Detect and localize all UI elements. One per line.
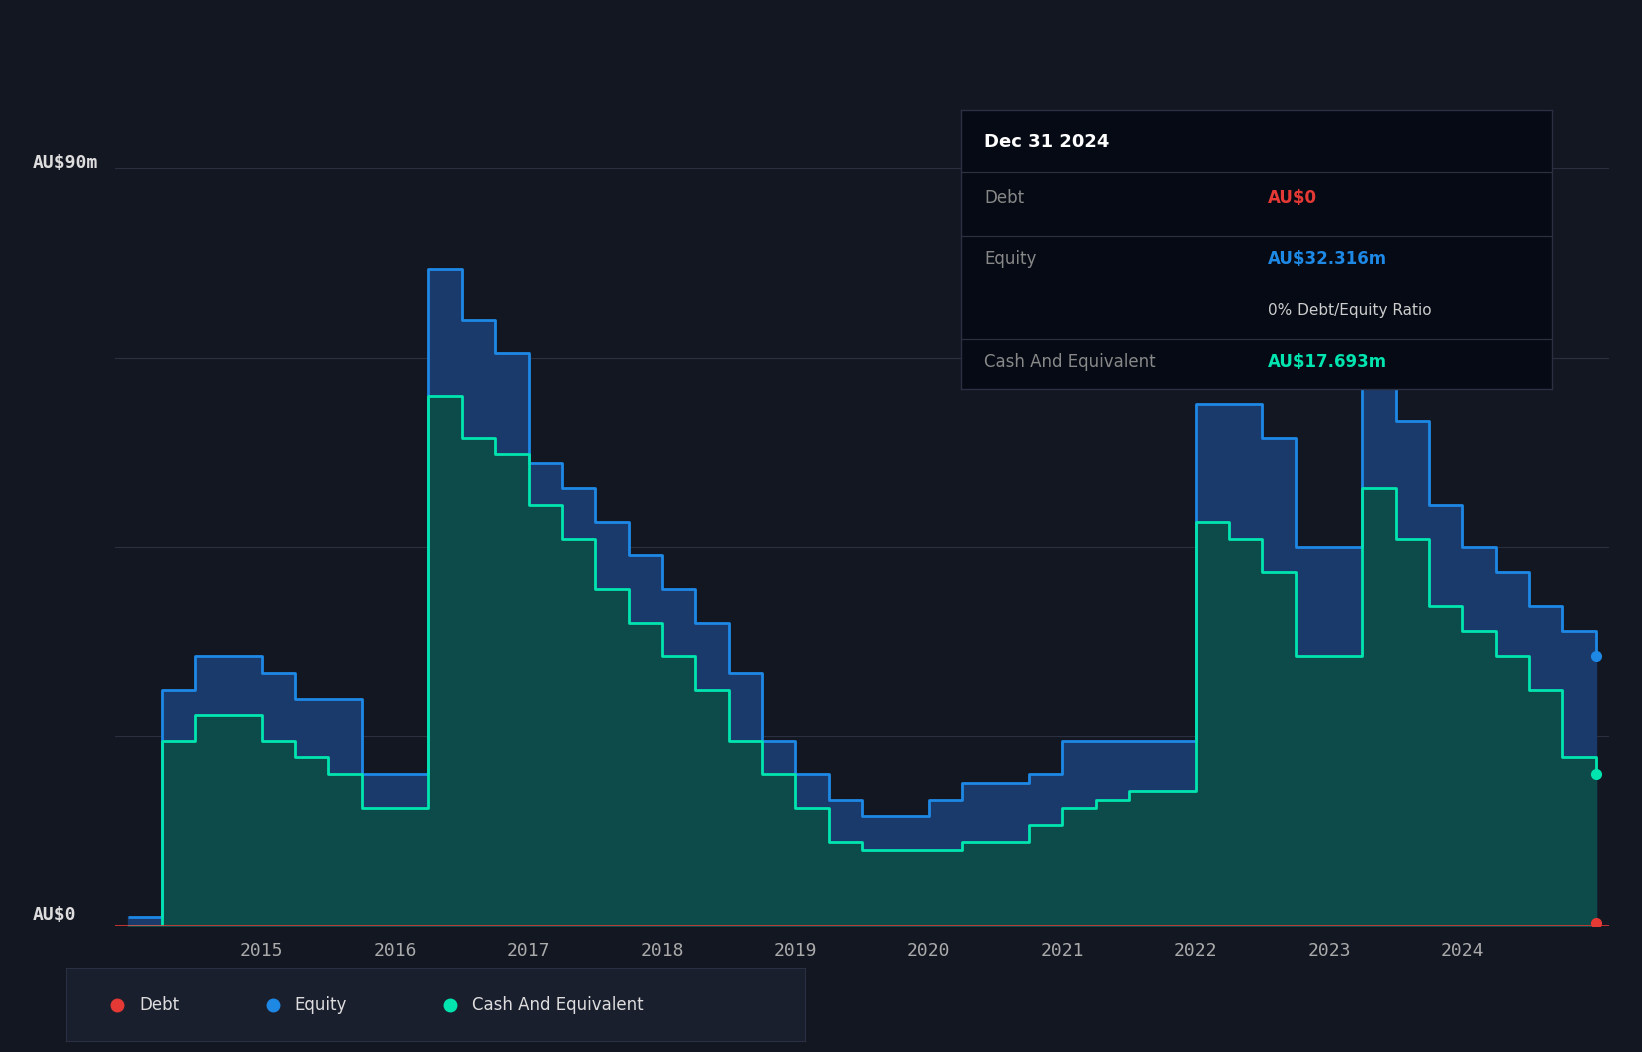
Text: Cash And Equivalent: Cash And Equivalent [984,353,1156,371]
Text: 0% Debt/Equity Ratio: 0% Debt/Equity Ratio [1268,303,1432,318]
Text: Equity: Equity [296,995,346,1014]
Text: AU$32.316m: AU$32.316m [1268,250,1387,268]
Text: Debt: Debt [140,995,179,1014]
Text: Dec 31 2024: Dec 31 2024 [984,133,1110,150]
Text: AU$0: AU$0 [33,906,76,925]
Text: AU$17.693m: AU$17.693m [1268,353,1387,371]
Text: Cash And Equivalent: Cash And Equivalent [473,995,644,1014]
Text: Equity: Equity [984,250,1036,268]
Text: AU$90m: AU$90m [33,154,99,173]
Text: Debt: Debt [984,188,1025,206]
Text: AU$0: AU$0 [1268,188,1317,206]
